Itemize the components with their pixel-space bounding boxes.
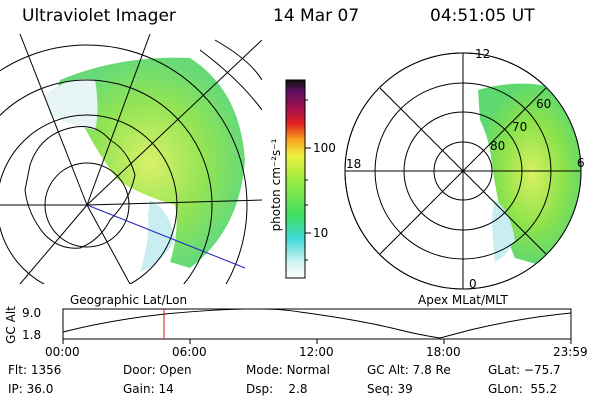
left-map-caption: Geographic Lat/Lon [70,293,188,307]
apex-map [344,52,582,290]
altitude-xtick-2: 12:00 [299,345,334,359]
aurora-fringe-left-2 [140,200,175,272]
colorbar [285,79,306,279]
mlt-lines [345,53,581,289]
right-map-caption: Apex MLat/MLT [418,293,508,307]
altitude-ylabel: GC Alt [3,306,18,344]
altitude-plot [62,308,572,344]
status-seq: Seq: 39 [367,382,413,396]
status-ip: IP: 36.0 [8,382,54,396]
mlat-label-70: 70 [512,120,528,134]
status-mode: Mode: Normal [246,363,330,377]
altitude-ytick-max: 9.0 [22,306,42,320]
colorbar-unit: photon cm⁻²s⁻¹ [269,138,283,232]
mlt-label-right: 6 [577,156,585,170]
mlt-label-left: 18 [346,157,362,171]
aurora-emission-left [55,57,245,268]
mlt-label-bottom: 0 [469,277,477,291]
x-ticks [62,339,572,344]
status-gc-alt: GC Alt: 7.8 Re [367,363,451,377]
mlt-label-top: 12 [475,47,491,61]
time-label: 04:51:05 UT [430,6,535,26]
aurora-fringe-right [492,200,515,262]
latitude-circles [0,44,248,284]
altitude-ytick-min: 1.8 [22,328,42,342]
status-glat: GLat: −75.7 [488,363,561,377]
geographic-map [0,34,262,284]
satellite-track [86,204,246,269]
instrument-title: Ultraviolet Imager [22,6,176,26]
colorbar-tick-10: 10 [313,226,329,240]
terminator-arcs [199,39,262,111]
antarctica-outline [24,126,136,249]
meridian-lines [0,34,262,284]
status-flt: Flt: 1356 [8,363,62,377]
status-door: Door: Open [123,363,192,377]
status-glon: GLon: 55.2 [488,382,558,396]
altitude-xtick-0: 00:00 [45,345,80,359]
altitude-curve [62,308,572,339]
colorbar-tick-100: 100 [313,141,336,155]
date-label: 14 Mar 07 [273,6,360,26]
aurora-fringe-left [45,79,98,130]
status-dsp: Dsp: 2.8 [246,382,308,396]
status-gain: Gain: 14 [123,382,174,396]
colorbar-ticks [305,99,311,261]
altitude-xtick-4: 23:59 [553,345,588,359]
mlat-label-60: 60 [536,97,552,111]
mlat-label-80: 80 [490,139,506,153]
altitude-xtick-1: 06:00 [172,345,207,359]
altitude-xtick-3: 18:00 [426,345,461,359]
